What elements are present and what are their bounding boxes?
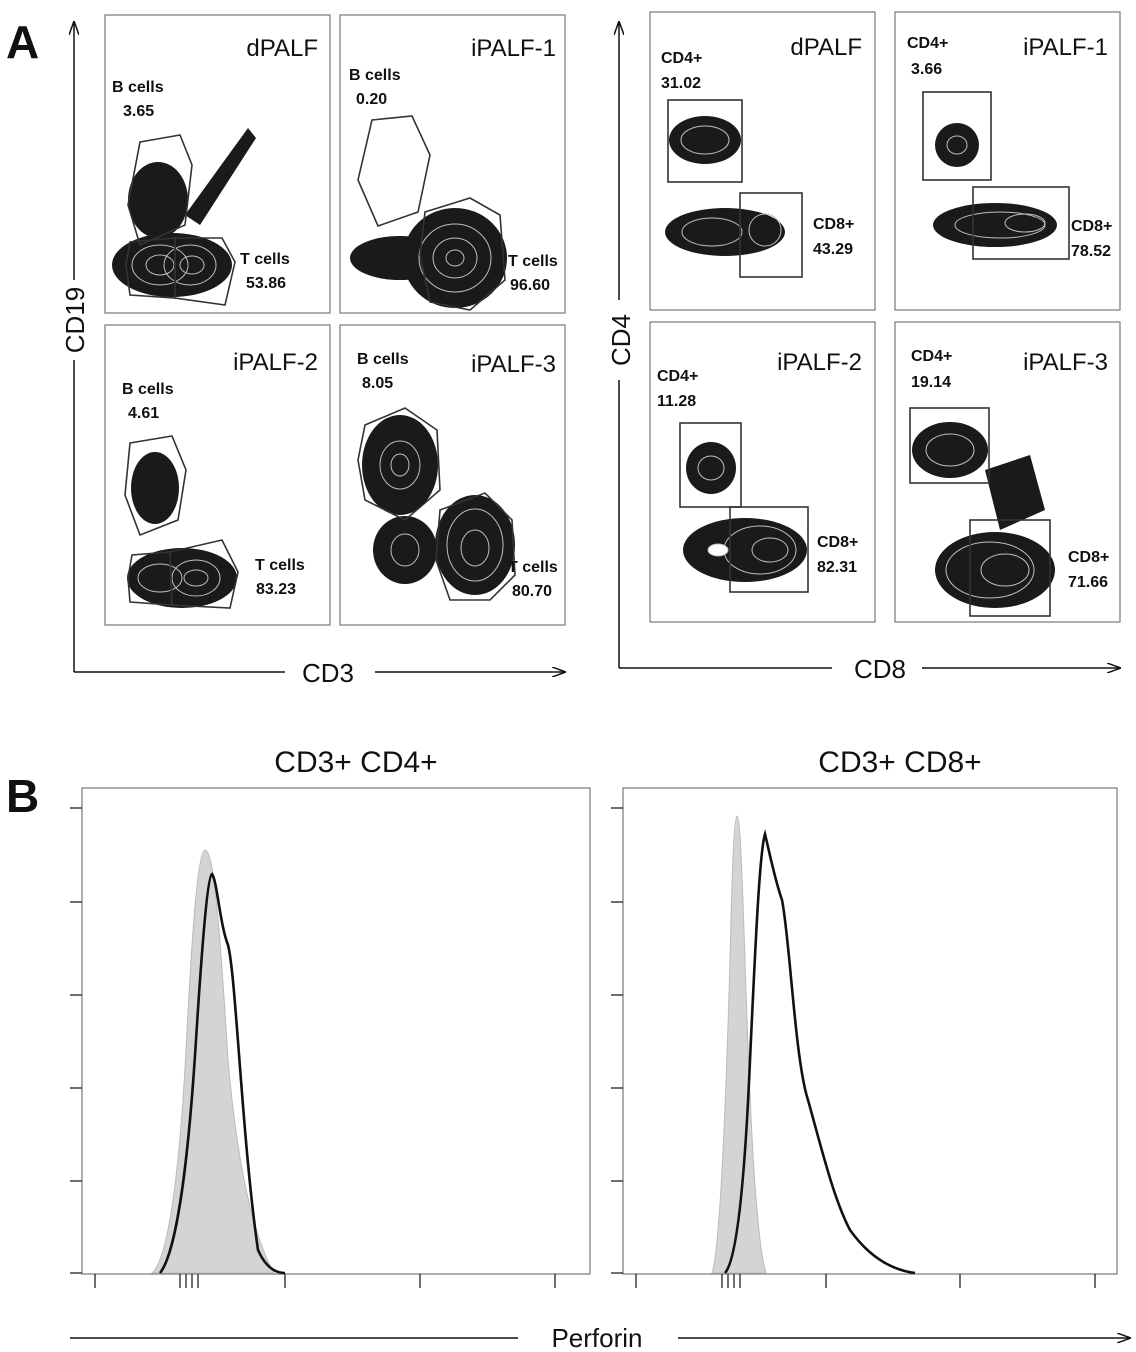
sample-name: iPALF-3 — [1023, 349, 1108, 376]
panel-a-letter: A — [6, 16, 39, 68]
histogram-title: CD3+ CD4+ — [274, 746, 437, 779]
gate-value: 19.14 — [911, 374, 951, 391]
left-block-axes: CD19 CD3 — [58, 22, 565, 689]
histogram-cd8: CD3+ CD8+ — [611, 746, 1118, 1288]
gate-value: 53.86 — [246, 275, 286, 292]
cd3-axis-label: CD3 — [302, 658, 354, 688]
cd8-axis-label: CD8 — [854, 654, 906, 684]
gate-value: 43.29 — [813, 241, 853, 258]
x-ticks — [635, 1274, 1096, 1288]
gate-name: CD4+ — [657, 368, 698, 385]
gate-name: CD8+ — [1071, 218, 1112, 235]
right-block-axes: CD4 CD8 — [604, 22, 1120, 685]
gate-value: 3.66 — [911, 61, 942, 78]
gate-value: 0.20 — [356, 91, 387, 108]
gate-value: 83.23 — [256, 581, 296, 598]
histogram-title: CD3+ CD8+ — [818, 746, 981, 779]
gate-name: T cells — [255, 557, 305, 574]
x-ticks — [94, 1274, 556, 1288]
gate-name: CD8+ — [1068, 549, 1109, 566]
gate-value: 82.31 — [817, 559, 857, 576]
gate-value: 8.05 — [362, 375, 393, 392]
sample-name: iPALF-2 — [777, 349, 862, 376]
cd19-axis-label: CD19 — [60, 287, 90, 353]
gate-name: T cells — [508, 559, 558, 576]
sample-name: iPALF-3 — [471, 351, 556, 378]
perforin-histogram — [723, 829, 916, 1275]
sample-name: dPALF — [790, 34, 862, 61]
gate-name: B cells — [112, 79, 164, 96]
panel-b-letter: B — [6, 770, 39, 822]
y-ticks — [611, 807, 623, 1274]
flow-plot-cd8-dpalf: dPALF CD4+ 31.02 CD8+ 43.29 — [649, 11, 876, 311]
perforin-axis-label: Perforin — [551, 1323, 642, 1352]
flow-plot-cd3-ipalf3: iPALF-3 B cells 8.05 T cells 80.70 — [339, 324, 566, 626]
flow-plot-cd3-dpalf: dPALF B cells 3.65 T cells 53.86 — [104, 14, 331, 314]
gate-name: CD4+ — [911, 348, 952, 365]
gate-name: T cells — [240, 251, 290, 268]
gate-value: 31.02 — [661, 75, 701, 92]
gate-value: 71.66 — [1068, 574, 1108, 591]
gate-name: CD4+ — [907, 35, 948, 52]
flow-plot-cd8-ipalf1: iPALF-1 CD4+ 3.66 CD8+ 78.52 — [894, 11, 1121, 311]
flow-plot-cd3-ipalf1: iPALF-1 B cells 0.20 T cells 96.60 — [339, 14, 566, 314]
isotype-histogram — [150, 849, 275, 1274]
gate-name: CD4+ — [661, 50, 702, 67]
sample-name: iPALF-1 — [1023, 34, 1108, 61]
flow-plot-cd3-ipalf2: iPALF-2 B cells 4.61 T cells 83.23 — [104, 324, 331, 626]
sample-name: dPALF — [246, 35, 318, 62]
gate-name: CD8+ — [817, 534, 858, 551]
flow-plot-cd8-ipalf3: iPALF-3 CD4+ 19.14 CD8+ 71.66 — [894, 321, 1121, 623]
gate-name: B cells — [122, 381, 174, 398]
gate-name: B cells — [349, 67, 401, 84]
gate-value: 96.60 — [510, 277, 550, 294]
gate-value: 3.65 — [123, 103, 154, 120]
flow-plot-cd8-ipalf2: iPALF-2 CD4+ 11.28 CD8+ 82.31 — [649, 321, 876, 623]
isotype-histogram — [711, 815, 767, 1274]
gate-value: 4.61 — [128, 405, 159, 422]
gate-value: 78.52 — [1071, 243, 1111, 260]
gate-value: 11.28 — [657, 393, 696, 410]
sample-name: iPALF-1 — [471, 35, 556, 62]
gate-name: B cells — [357, 351, 409, 368]
perforin-axis: Perforin — [70, 1323, 1130, 1352]
perforin-histogram — [158, 872, 286, 1275]
cd4-axis-label: CD4 — [606, 314, 636, 366]
sample-name: iPALF-2 — [233, 349, 318, 376]
histogram-cd4: CD3+ CD4+ — [70, 746, 591, 1288]
y-ticks — [70, 807, 82, 1274]
gate-name: CD8+ — [813, 216, 854, 233]
gate-value: 80.70 — [512, 583, 552, 600]
gate-name: T cells — [508, 253, 558, 270]
